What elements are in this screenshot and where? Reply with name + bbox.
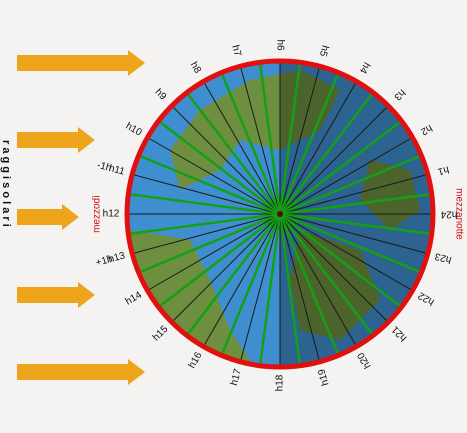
hour-line [166,100,281,215]
hour-label: h13 [107,250,126,265]
hour-line [279,213,419,295]
hour-line [279,172,433,215]
noon-label: mezzodì [92,195,103,233]
sun-arrows [17,50,145,385]
green-line [181,213,281,342]
hour-label: h1 [436,163,450,177]
green-line [279,212,429,277]
green-line [127,191,281,216]
midnight-label: mezzanotte [453,188,464,240]
green-line [278,213,343,363]
hour-label: h9 [153,87,169,103]
green-line [217,65,282,215]
green-line [131,151,281,216]
hour-label: h3 [391,87,407,103]
green-line [152,115,281,215]
hour-label: h6 [274,39,285,51]
hour-label: h5 [317,44,331,58]
offset-label: +1h [95,254,114,269]
green-line [279,212,433,237]
hour-line [127,172,281,215]
hour-line [127,213,281,256]
hour-label: h2 [418,122,434,137]
offset-label: -1h [96,160,113,174]
green-line [127,212,281,237]
hour-label: h19 [316,367,331,386]
hour-line [199,75,281,215]
green-line [257,61,282,215]
green-line [279,115,408,215]
hour-label: h23 [433,250,452,265]
hour-lines [127,61,433,367]
hour-label: h11 [108,163,127,178]
green-line [278,213,303,367]
green-line [279,213,379,342]
hour-line [238,213,281,367]
green-line [131,212,281,277]
hour-line [238,61,281,215]
hour-label: h7 [229,44,243,58]
hour-label: h18 [275,374,286,391]
hour-line [279,213,394,328]
hour-label: h21 [390,323,410,343]
hour-label: h17 [229,367,244,386]
hour-line [199,213,281,353]
hour-line [166,213,281,328]
green-line [279,213,408,313]
hour-line [279,75,361,215]
hour-label: h24 [440,208,457,219]
hour-line [141,133,281,215]
hour-line [141,213,281,295]
hour-label: h16 [187,350,205,370]
hour-line [279,100,394,215]
green-line [279,191,433,216]
green-line [279,86,379,215]
hour-line [279,61,322,215]
green-line [278,61,303,215]
pole [277,211,283,217]
green-line [181,86,281,215]
hour-label: h20 [355,350,373,370]
green-line [278,65,343,215]
hour-line [279,213,322,367]
hour-line [279,213,361,353]
hour-label: h10 [124,121,144,139]
hour-line [279,213,433,256]
green-line [217,213,282,363]
hour-label: h14 [124,289,144,307]
green-line [257,213,282,367]
hour-label: h4 [357,60,372,76]
side-label: r a g g i s o l a r i [0,140,12,227]
globe-rim [124,58,436,370]
hour-label: h22 [416,289,436,307]
green-line [152,213,281,313]
green-line [279,151,429,216]
hour-label: h15 [151,324,171,344]
hour-label: h12 [103,209,120,220]
hour-line [279,133,419,215]
hour-label: h8 [188,60,203,76]
